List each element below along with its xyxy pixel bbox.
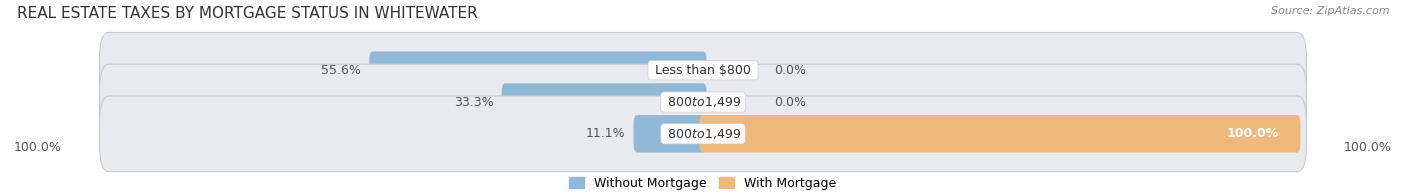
FancyBboxPatch shape [634,115,707,152]
Text: 0.0%: 0.0% [775,95,806,109]
Text: REAL ESTATE TAXES BY MORTGAGE STATUS IN WHITEWATER: REAL ESTATE TAXES BY MORTGAGE STATUS IN … [17,6,478,21]
FancyBboxPatch shape [100,96,1306,172]
Text: 0.0%: 0.0% [775,64,806,77]
FancyBboxPatch shape [370,52,707,89]
Text: 100.0%: 100.0% [1227,127,1279,140]
Legend: Without Mortgage, With Mortgage: Without Mortgage, With Mortgage [569,177,837,190]
Text: 100.0%: 100.0% [14,141,62,154]
Text: 33.3%: 33.3% [454,95,494,109]
Text: Source: ZipAtlas.com: Source: ZipAtlas.com [1271,6,1389,16]
FancyBboxPatch shape [502,83,707,121]
Text: 55.6%: 55.6% [321,64,361,77]
FancyBboxPatch shape [100,32,1306,108]
Text: $800 to $1,499: $800 to $1,499 [664,127,742,141]
FancyBboxPatch shape [100,64,1306,140]
Text: 11.1%: 11.1% [585,127,626,140]
Text: 100.0%: 100.0% [1344,141,1392,154]
FancyBboxPatch shape [699,115,1301,152]
Text: $800 to $1,499: $800 to $1,499 [664,95,742,109]
Text: Less than $800: Less than $800 [651,64,755,77]
